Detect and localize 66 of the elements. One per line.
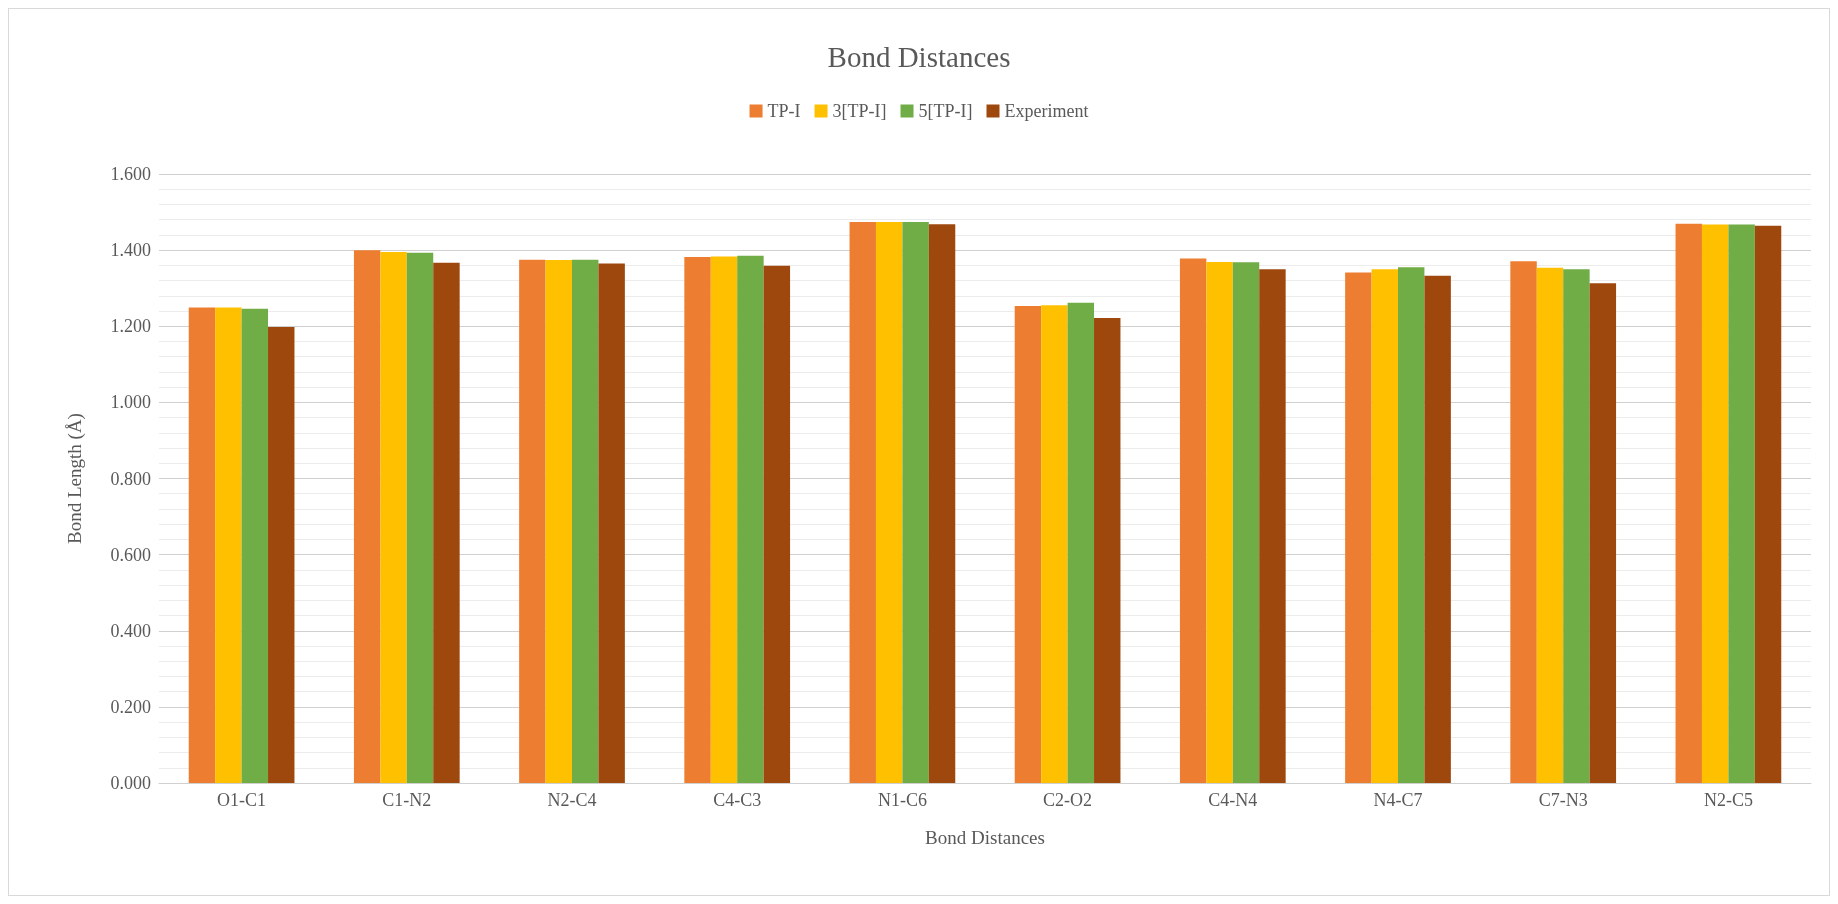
- y-tick-label: 1.600: [110, 164, 151, 184]
- bar: [1259, 269, 1286, 783]
- bar: [875, 221, 903, 783]
- bar: [1067, 302, 1095, 783]
- bar: [684, 256, 711, 783]
- bar: [545, 260, 572, 783]
- bar: [849, 221, 876, 783]
- legend-label: 5[TP-I]: [918, 101, 973, 121]
- bar: [1563, 269, 1590, 783]
- bar: [1232, 262, 1260, 783]
- bar: [1424, 275, 1451, 783]
- bar: [1206, 261, 1233, 783]
- x-tick-label: C2-O2: [1043, 790, 1093, 810]
- bar: [598, 263, 625, 783]
- bar: [1754, 225, 1782, 783]
- y-axis-title: Bond Length (Å): [64, 413, 86, 544]
- bar: [1701, 224, 1729, 783]
- bar: [763, 265, 791, 783]
- bar: [380, 252, 407, 783]
- bar: [1589, 283, 1617, 783]
- chart-title: Bond Distances: [827, 40, 1011, 73]
- bar: [406, 252, 434, 783]
- bar: [241, 308, 269, 783]
- bar: [1510, 261, 1537, 783]
- y-tick-label: 0.000: [110, 773, 151, 793]
- x-axis-title: Bond Distances: [925, 827, 1045, 848]
- bar: [1675, 223, 1702, 783]
- bar: [737, 255, 764, 783]
- x-tick-label: C1-N2: [382, 790, 432, 810]
- bar: [1728, 224, 1755, 783]
- y-tick-label: 0.600: [110, 544, 151, 565]
- x-tick-label: N2-C5: [1703, 790, 1753, 810]
- y-tick-label: 0.400: [110, 620, 151, 641]
- y-tick-label: 1.000: [110, 392, 151, 413]
- legend-label: TP-I: [767, 101, 801, 121]
- bar: [188, 307, 216, 783]
- bar: [1014, 306, 1042, 783]
- legend-label: Experiment: [1004, 101, 1089, 121]
- y-tick-label: 1.200: [110, 316, 151, 337]
- bar: [1041, 305, 1068, 783]
- bar: [268, 327, 295, 783]
- y-tick-label: 0.200: [110, 696, 151, 717]
- legend-label: 3[TP-I]: [832, 101, 887, 121]
- bar: [433, 262, 460, 783]
- bar: [1345, 272, 1372, 783]
- bar: [215, 307, 242, 783]
- bar: [1179, 258, 1207, 783]
- bar: [1371, 269, 1398, 783]
- bar: [353, 250, 381, 783]
- x-tick-label: N1-C6: [877, 790, 927, 810]
- bar: [902, 221, 929, 783]
- bar: [572, 259, 599, 783]
- bar: [1536, 267, 1564, 783]
- y-tick-label: 1.400: [110, 240, 151, 261]
- x-tick-label: N4-C7: [1373, 790, 1423, 810]
- x-tick-label: N2-C4: [547, 790, 597, 810]
- bar: [1398, 267, 1425, 783]
- bar: [519, 259, 546, 783]
- x-tick-label: O1-C1: [217, 790, 267, 810]
- x-tick-label: C7-N3: [1538, 790, 1588, 810]
- bar: [928, 224, 956, 783]
- bar: [1094, 317, 1121, 783]
- bar: [710, 256, 738, 783]
- x-tick-label: C4-C3: [713, 790, 762, 810]
- y-tick-label: 0.800: [110, 468, 151, 489]
- x-tick-label: C4-N4: [1208, 790, 1258, 810]
